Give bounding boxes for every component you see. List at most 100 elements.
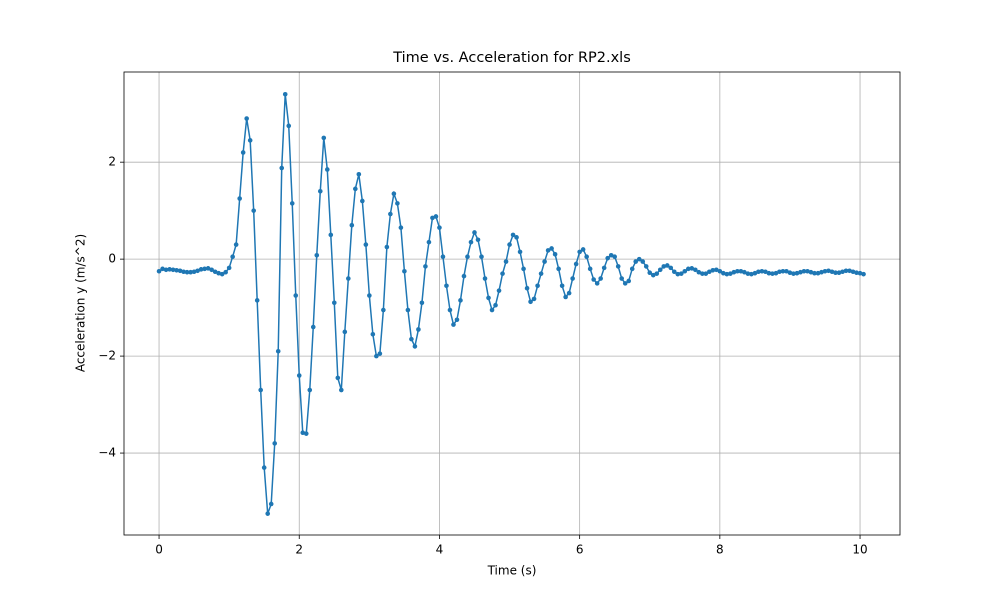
data-point	[416, 327, 421, 332]
data-point	[805, 268, 810, 274]
data-point	[423, 264, 428, 269]
data-point	[521, 266, 526, 272]
data-point	[170, 267, 176, 273]
data-line	[158, 94, 864, 514]
data-point	[472, 230, 477, 235]
data-point	[678, 271, 684, 276]
y-tick-label: 2	[108, 155, 116, 169]
data-point	[426, 239, 432, 245]
chart-title: Time vs. Acceleration for RP2.xls	[392, 50, 631, 66]
data-point	[668, 265, 674, 271]
data-point	[374, 353, 379, 359]
data-point	[237, 196, 242, 201]
data-point	[654, 271, 660, 276]
data-point	[840, 269, 845, 275]
data-point	[489, 307, 495, 313]
data-point	[542, 259, 547, 264]
data-point	[328, 232, 334, 238]
data-point	[535, 283, 540, 289]
data-point	[689, 266, 695, 271]
data-point	[791, 271, 796, 276]
data-point	[317, 188, 323, 194]
data-point	[794, 270, 800, 276]
data-point	[349, 222, 355, 228]
data-point	[636, 256, 642, 262]
data-point	[447, 307, 453, 313]
data-point	[503, 259, 509, 264]
data-point	[671, 269, 677, 275]
data-point	[342, 329, 348, 335]
data-point	[156, 268, 162, 274]
data-point	[240, 150, 246, 155]
data-point	[829, 269, 835, 275]
data-point	[570, 276, 575, 281]
data-point	[496, 288, 502, 293]
data-point	[353, 186, 358, 192]
data-point	[861, 271, 866, 277]
data-point	[163, 267, 169, 273]
data-point	[615, 264, 621, 269]
data-point	[440, 254, 446, 260]
x-tick-label: 0	[155, 543, 163, 557]
data-point	[738, 268, 744, 274]
data-point	[437, 225, 442, 230]
data-point	[402, 268, 407, 274]
data-point	[251, 208, 256, 213]
data-point	[857, 270, 863, 276]
data-point	[475, 237, 481, 243]
x-axis-label: Time (s)	[487, 564, 537, 578]
data-point	[212, 269, 218, 275]
data-point	[384, 244, 390, 250]
data-point	[191, 269, 197, 275]
data-point	[728, 271, 733, 276]
data-point	[370, 331, 376, 337]
data-point	[717, 268, 723, 274]
data-point	[847, 268, 852, 274]
data-point	[524, 285, 530, 291]
x-tick-label: 2	[295, 543, 303, 557]
y-axis-label: Acceleration y (m/s^2)	[74, 234, 88, 372]
data-point	[202, 266, 207, 272]
data-point	[601, 265, 607, 271]
data-point	[300, 430, 306, 436]
data-point	[275, 348, 281, 354]
data-point	[531, 296, 537, 302]
data-point	[430, 215, 435, 221]
data-point	[223, 269, 228, 275]
data-point	[696, 269, 702, 275]
data-point	[594, 281, 600, 286]
data-point	[444, 283, 449, 289]
data-point	[412, 344, 418, 349]
data-point	[766, 270, 772, 276]
data-point	[395, 201, 400, 206]
data-point	[517, 249, 523, 255]
data-point	[664, 263, 670, 268]
data-point	[622, 281, 628, 286]
data-point	[640, 259, 646, 264]
x-tick-label: 10	[852, 543, 867, 557]
data-point	[836, 270, 842, 276]
data-point	[822, 268, 828, 274]
data-point	[787, 270, 793, 276]
data-point	[209, 267, 214, 273]
data-point	[707, 269, 712, 275]
data-point	[282, 92, 288, 97]
data-point	[584, 254, 589, 260]
data-point	[815, 270, 821, 276]
data-point	[808, 269, 814, 275]
data-point	[745, 271, 751, 276]
data-point	[335, 375, 341, 381]
data-point	[279, 165, 285, 171]
data-point	[591, 277, 596, 282]
data-point	[454, 317, 460, 323]
data-point	[675, 271, 681, 277]
data-point	[188, 269, 193, 275]
data-point	[657, 267, 663, 273]
data-point	[780, 268, 786, 274]
data-point	[465, 254, 470, 260]
data-point	[742, 269, 747, 275]
data-point	[819, 269, 824, 275]
data-point	[482, 276, 488, 281]
y-tick-label: 0	[108, 252, 116, 266]
data-point	[346, 276, 351, 281]
